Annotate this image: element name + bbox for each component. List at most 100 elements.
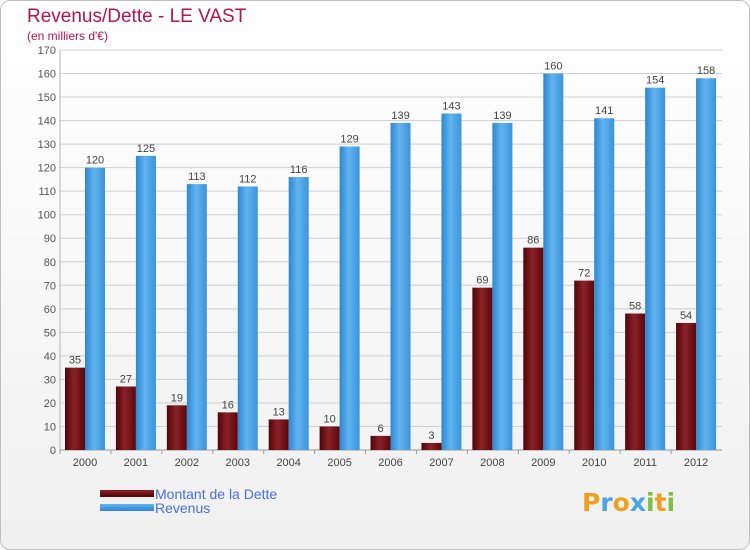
bar-revenue-2007	[441, 113, 462, 450]
labels-layer: 0 10 20 30 40 50 60 70 80 90 100 110 120 130 140 150 160…	[38, 45, 716, 469]
data-label-revenue-2006: 139	[391, 110, 409, 122]
bar-revenue-2004	[288, 177, 309, 450]
x-tick-label: 2000	[73, 457, 97, 469]
data-label-revenue-2007: 143	[442, 101, 460, 113]
data-label-debt-2009: 86	[527, 235, 539, 247]
data-label-revenue-2005: 129	[340, 133, 358, 145]
y-tick-label: 70	[44, 280, 56, 292]
x-tick-label: 2004	[276, 457, 300, 469]
data-label-debt-2012: 54	[680, 310, 692, 322]
data-label-debt-2002: 19	[171, 392, 183, 404]
chart-subtitle: (en milliers d'€)	[27, 29, 108, 43]
bar-revenue-2009	[543, 73, 564, 450]
data-label-debt-2000: 35	[69, 355, 81, 367]
bar-debt-2002	[166, 405, 187, 450]
logo-letter: i	[666, 488, 676, 517]
y-tick-label: 90	[44, 233, 56, 245]
bar-revenue-2012	[696, 78, 717, 450]
x-tick-label: 2006	[378, 457, 402, 469]
data-label-revenue-2011: 154	[646, 75, 664, 87]
y-tick-label: 100	[38, 210, 56, 222]
data-label-revenue-2003: 112	[239, 173, 257, 185]
bar-revenue-2006	[390, 122, 411, 451]
proxiti-logo: Proxiti	[582, 488, 675, 517]
data-label-revenue-2008: 139	[493, 110, 511, 122]
data-label-revenue-2000: 120	[86, 155, 104, 167]
bar-debt-2006	[370, 435, 391, 450]
data-label-debt-2011: 58	[629, 301, 641, 313]
y-tick-label: 0	[50, 445, 56, 457]
y-tick-label: 10	[44, 421, 56, 433]
bar-debt-2007	[421, 442, 442, 450]
y-tick-label: 150	[38, 92, 56, 104]
x-tick-label: 2005	[327, 457, 351, 469]
legend-label-revenue: Revenus	[155, 500, 211, 516]
bars-layer	[65, 73, 717, 451]
chart-title: Revenus/Dette - LE VAST	[27, 6, 247, 27]
y-tick-label: 30	[44, 374, 56, 386]
data-label-revenue-2010: 141	[595, 105, 613, 117]
bar-debt-2009	[523, 247, 544, 450]
data-label-debt-2008: 69	[476, 275, 488, 287]
bar-revenue-2011	[645, 87, 666, 450]
y-tick-label: 130	[38, 139, 56, 151]
y-tick-label: 170	[38, 45, 56, 57]
data-label-debt-2001: 27	[120, 373, 132, 385]
bar-debt-2008	[472, 287, 493, 450]
y-tick-label: 80	[44, 257, 56, 269]
bar-debt-2012	[676, 322, 697, 450]
data-label-revenue-2001: 125	[137, 143, 155, 155]
data-label-debt-2004: 13	[273, 406, 285, 418]
data-label-debt-2005: 10	[323, 413, 335, 425]
data-label-revenue-2004: 116	[290, 164, 308, 176]
bar-revenue-2003	[237, 186, 258, 450]
y-tick-label: 120	[38, 163, 56, 175]
data-label-revenue-2009: 160	[544, 61, 562, 73]
bar-debt-2005	[319, 426, 340, 450]
logo-letter: o	[612, 488, 630, 517]
bar-debt-2001	[115, 386, 136, 450]
data-label-revenue-2012: 158	[697, 65, 715, 77]
y-tick-label: 50	[44, 327, 56, 339]
y-tick-label: 60	[44, 304, 56, 316]
data-label-debt-2003: 16	[222, 399, 234, 411]
bar-revenue-2001	[135, 155, 156, 450]
bar-debt-2003	[217, 412, 238, 450]
logo-letter: i	[646, 488, 655, 517]
logo-letter: x	[629, 488, 646, 517]
x-tick-label: 2001	[124, 457, 148, 469]
data-label-revenue-2002: 113	[188, 171, 206, 183]
x-tick-label: 2011	[633, 457, 657, 469]
bar-revenue-2005	[339, 146, 360, 450]
y-tick-label: 160	[38, 69, 56, 81]
y-tick-label: 40	[44, 351, 56, 363]
y-tick-label: 140	[38, 116, 56, 128]
x-tick-label: 2003	[226, 457, 250, 469]
legend-swatch-revenue	[100, 504, 154, 511]
bar-debt-2011	[625, 313, 646, 450]
bar-debt-2000	[65, 367, 85, 450]
logo-letter: P	[582, 488, 601, 517]
logo-letter: t	[654, 488, 667, 517]
bar-revenue-2010	[594, 118, 615, 450]
x-tick-label: 2002	[175, 457, 199, 469]
bar-revenue-2000	[85, 167, 105, 450]
bar-revenue-2002	[186, 184, 207, 450]
bar-debt-2010	[574, 280, 595, 450]
x-tick-label: 2007	[429, 457, 453, 469]
data-label-debt-2010: 72	[578, 268, 590, 280]
legend-label-debt: Montant de la Dette	[155, 486, 278, 502]
x-tick-label: 2008	[480, 457, 504, 469]
data-label-debt-2006: 6	[377, 423, 383, 435]
legend-swatch-debt	[100, 490, 154, 497]
x-tick-label: 2009	[531, 457, 555, 469]
y-tick-label: 110	[38, 186, 56, 198]
y-tick-label: 20	[44, 398, 56, 410]
x-tick-label: 2010	[582, 457, 606, 469]
bar-revenue-2008	[492, 122, 513, 451]
data-label-debt-2007: 3	[428, 430, 434, 442]
logo-letter: r	[600, 488, 613, 517]
bar-debt-2004	[268, 419, 289, 450]
